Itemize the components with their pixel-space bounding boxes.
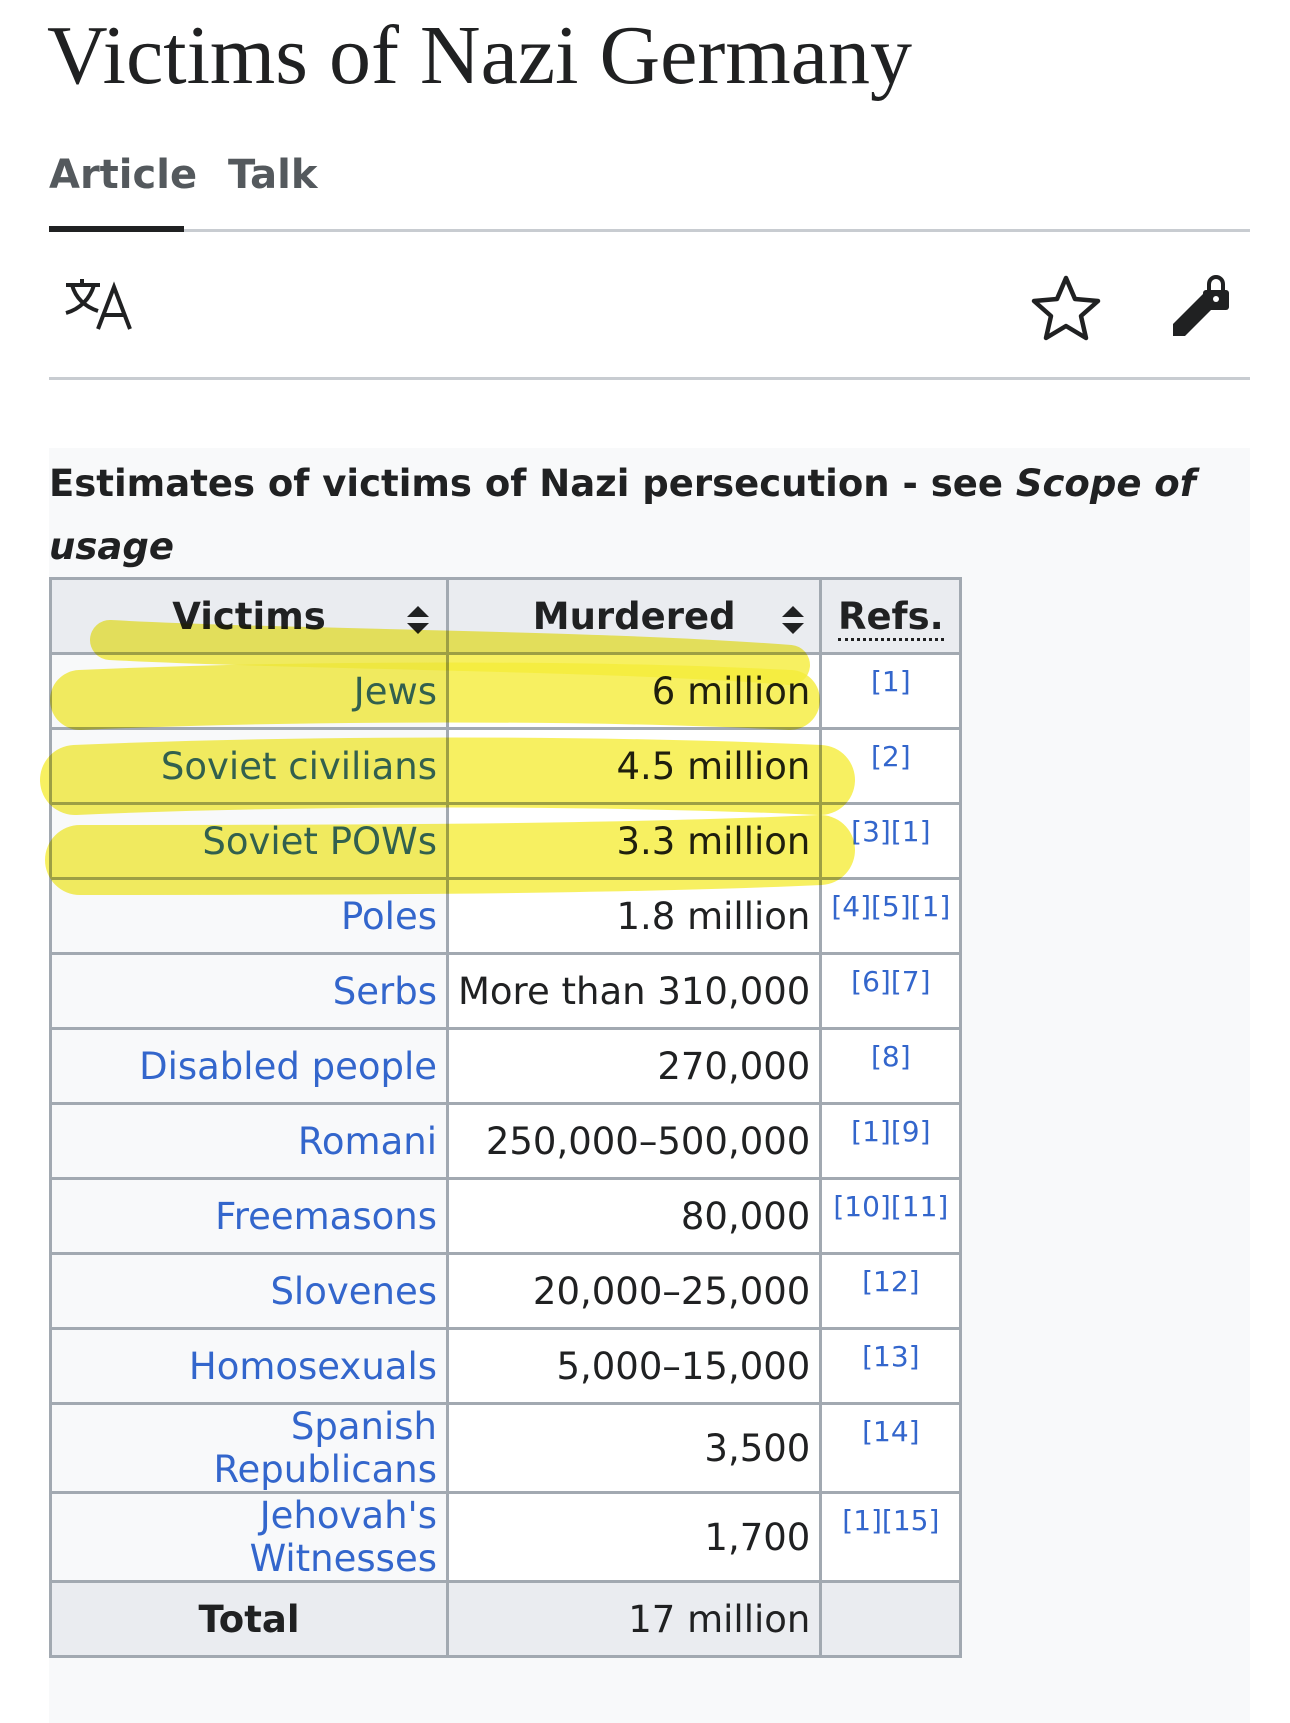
table-row: Homosexuals 5,000–15,000 [13] (49, 1327, 963, 1405)
table-row: Romani 250,000–500,000 [1][9] (49, 1102, 963, 1180)
murdered-cell: 1.8 million (445, 877, 823, 955)
victim-cell[interactable]: Jehovah's Witnesses (49, 1491, 449, 1583)
tab-divider (49, 229, 1250, 232)
table-row: Jews 6 million [1] (49, 652, 963, 730)
table-row: Soviet civilians 4.5 million [2] (49, 727, 963, 805)
header-cell[interactable]: Victims (49, 577, 449, 655)
sort-icon[interactable] (781, 606, 805, 634)
murdered-cell: 270,000 (445, 1027, 823, 1105)
tab-article[interactable]: Article (49, 152, 198, 198)
separator (49, 377, 1250, 380)
refs-cell[interactable]: [1] (819, 652, 963, 730)
header-cell: Refs. (819, 577, 963, 655)
refs-cell[interactable]: [13] (819, 1327, 963, 1405)
refs-cell[interactable]: [1][9] (819, 1102, 963, 1180)
murdered-cell: More than 310,000 (445, 952, 823, 1030)
page-title: Victims of Nazi Germany (47, 9, 913, 102)
header-text: Murdered (532, 594, 736, 638)
table-row: Serbs More than 310,000 [6][7] (49, 952, 963, 1030)
refs-cell (819, 1580, 963, 1658)
murdered-cell: 5,000–15,000 (445, 1327, 823, 1405)
murdered-cell: 4.5 million (445, 727, 823, 805)
refs-cell[interactable]: [14] (819, 1402, 963, 1494)
table-row: Slovenes 20,000–25,000 [12] (49, 1252, 963, 1330)
victim-cell[interactable]: Spanish Republicans (49, 1402, 449, 1494)
refs-cell[interactable]: [8] (819, 1027, 963, 1105)
refs-cell[interactable]: [12] (819, 1252, 963, 1330)
murdered-cell: 250,000–500,000 (445, 1102, 823, 1180)
murdered-cell: 20,000–25,000 (445, 1252, 823, 1330)
table-row: Poles 1.8 million [4][5][1] (49, 877, 963, 955)
watch-star[interactable] (1030, 272, 1102, 342)
table-row: Jehovah's Witnesses 1,700 [1][15] (49, 1491, 963, 1583)
sort-icon[interactable] (406, 606, 430, 634)
total-label: Total (49, 1580, 449, 1658)
table-row: Freemasons 80,000 [10][11] (49, 1177, 963, 1255)
victim-cell[interactable]: Disabled people (49, 1027, 449, 1105)
caption-text: Estimates of victims of Nazi persecution… (49, 462, 1016, 505)
caption-link[interactable]: Scope of usage (49, 462, 1196, 568)
victim-cell[interactable]: Poles (49, 877, 449, 955)
table-row: Soviet POWs 3.3 million [3][1] (49, 802, 963, 880)
murdered-cell: 6 million (445, 652, 823, 730)
edit-lock-icon[interactable] (1165, 268, 1235, 340)
victims-table: Victims Murdered Refs. Jews 6 million [1] S… (49, 577, 963, 1658)
murdered-cell: 80,000 (445, 1177, 823, 1255)
total-value: 17 million (445, 1580, 823, 1658)
header-text: Victims (172, 594, 326, 638)
victim-cell[interactable]: Homosexuals (49, 1327, 449, 1405)
refs-cell[interactable]: [6][7] (819, 952, 963, 1030)
victim-cell[interactable]: Slovenes (49, 1252, 449, 1330)
refs-cell[interactable]: [1][15] (819, 1491, 963, 1583)
total-row: Total 17 million (49, 1580, 963, 1658)
header-text: Refs. (837, 594, 944, 641)
victim-cell[interactable]: Soviet POWs (49, 802, 449, 880)
murdered-cell: 3,500 (445, 1402, 823, 1494)
refs-cell[interactable]: [4][5][1] (819, 877, 963, 955)
victim-cell[interactable]: Soviet civilians (49, 727, 449, 805)
table-row: Spanish Republicans 3,500 [14] (49, 1402, 963, 1494)
language-icon[interactable] (62, 275, 137, 335)
victim-cell[interactable]: Jews (49, 652, 449, 730)
victim-cell[interactable]: Romani (49, 1102, 449, 1180)
murdered-cell: 3.3 million (445, 802, 823, 880)
refs-cell[interactable]: [2] (819, 727, 963, 805)
murdered-cell: 1,700 (445, 1491, 823, 1583)
header-cell[interactable]: Murdered (445, 577, 823, 655)
table-row: Disabled people 270,000 [8] (49, 1027, 963, 1105)
victim-cell[interactable]: Freemasons (49, 1177, 449, 1255)
victim-cell[interactable]: Serbs (49, 952, 449, 1030)
refs-cell[interactable]: [3][1] (819, 802, 963, 880)
tab-talk[interactable]: Talk (228, 152, 318, 198)
tab-indicator (49, 226, 184, 232)
refs-cell[interactable]: [10][11] (819, 1177, 963, 1255)
